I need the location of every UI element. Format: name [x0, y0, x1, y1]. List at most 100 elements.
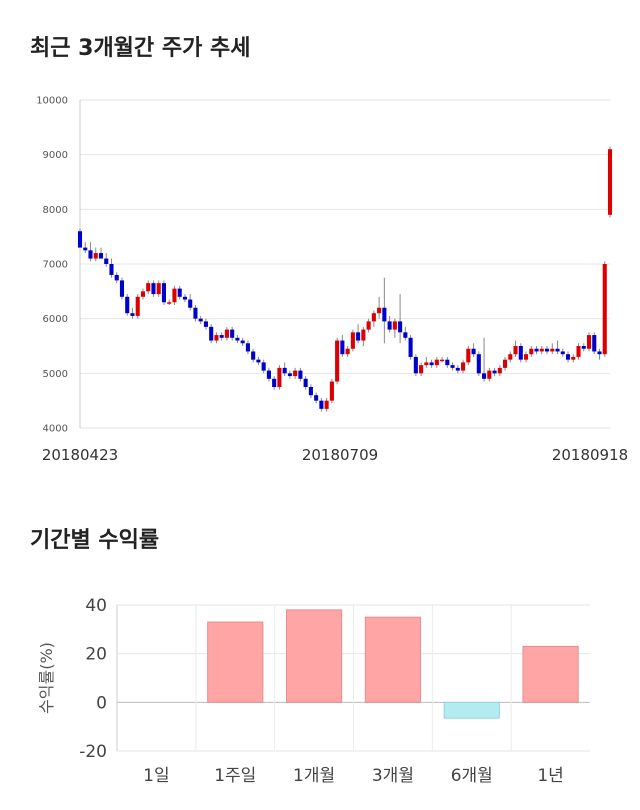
candle-body	[345, 348, 350, 355]
candle-body	[77, 231, 83, 248]
candle-body	[487, 370, 492, 379]
candle-body	[471, 348, 476, 355]
candle-body	[329, 381, 334, 401]
candle-body	[98, 253, 104, 259]
price-chart: 4000 5000 6000 7000 8000 9000 10000 20180423 201…	[36, 96, 628, 465]
return-bar	[207, 621, 264, 703]
candle-body	[219, 335, 224, 338]
candle-body	[230, 329, 235, 338]
candle-body	[529, 348, 534, 355]
candle-body	[88, 250, 93, 259]
candle-body	[156, 283, 161, 295]
candle-body	[287, 373, 292, 377]
y-tick-label: 10000	[36, 96, 68, 107]
candle-body	[429, 362, 434, 366]
candle-body	[146, 283, 151, 292]
return-bar	[364, 616, 422, 703]
candle-body	[261, 362, 266, 371]
candle-body	[172, 288, 177, 303]
candle-body	[177, 288, 182, 297]
candle-body	[293, 370, 298, 377]
candle-body	[198, 318, 203, 322]
return-bar	[522, 645, 579, 703]
candle-body	[586, 335, 592, 349]
candle-body	[518, 346, 523, 360]
candle-body	[266, 370, 271, 379]
candle-body	[508, 354, 513, 360]
candle-body	[534, 348, 539, 352]
candle-body	[151, 283, 156, 295]
x-tick-label: 1주일	[214, 766, 256, 786]
candle-body	[319, 400, 324, 409]
return-bar	[443, 701, 500, 719]
candle-body	[235, 337, 240, 341]
candle-body	[539, 348, 544, 352]
candle-body	[450, 365, 455, 368]
candle-body	[182, 296, 187, 300]
candle-body	[371, 313, 376, 322]
candle-body	[350, 332, 355, 349]
y-tick-label: 4000	[43, 424, 68, 435]
candle-body	[550, 348, 555, 352]
candle-body	[492, 370, 497, 374]
x-tick-label: 1개월	[293, 766, 335, 786]
candle-body	[398, 321, 403, 333]
candle-body	[245, 343, 250, 352]
y-tick-label: 0	[96, 693, 107, 713]
candle-body	[434, 359, 439, 366]
candle-body	[224, 329, 229, 338]
candle-body	[576, 346, 581, 357]
candle-body	[461, 362, 466, 371]
candle-body	[392, 321, 397, 330]
candle-body	[356, 332, 361, 341]
x-tick-label: 20180709	[302, 446, 378, 464]
candle-body	[140, 291, 146, 297]
candle-body	[413, 356, 418, 374]
candle-body	[83, 247, 88, 251]
candle-body	[607, 149, 613, 215]
candle-body	[188, 299, 193, 308]
candle-body	[382, 307, 387, 322]
candle-body	[440, 359, 445, 362]
candle-body	[256, 359, 261, 363]
candle-body	[592, 335, 597, 352]
candle-body	[214, 335, 219, 341]
candle-body	[523, 354, 529, 360]
candle-body	[387, 321, 392, 330]
x-tick-label: 1일	[143, 766, 169, 786]
candle-body	[308, 387, 313, 396]
return-bar	[285, 609, 343, 703]
candle-body	[340, 340, 345, 355]
candle-body	[581, 346, 586, 349]
candle-body	[314, 395, 319, 401]
candle-body	[135, 296, 140, 316]
y-tick-label: 7000	[43, 260, 68, 271]
candle-body	[476, 354, 481, 374]
y-tick-label: -20	[79, 742, 107, 762]
candle-body	[161, 283, 167, 303]
candle-body	[419, 365, 424, 374]
candle-body	[565, 354, 571, 360]
y-tick-label: 6000	[43, 314, 68, 325]
candle-body	[560, 351, 565, 355]
candle-body	[571, 356, 576, 360]
candle-body	[125, 296, 130, 314]
candle-body	[466, 348, 471, 363]
candle-body	[209, 326, 214, 341]
candle-body	[424, 362, 429, 366]
candle-body	[130, 313, 135, 316]
candle-body	[109, 264, 114, 275]
candle-body	[455, 367, 460, 371]
candle-body	[403, 332, 408, 338]
candle-body	[93, 253, 98, 259]
x-tick-label: 20180918	[552, 446, 628, 464]
y-tick-label: 8000	[43, 205, 68, 216]
candle-body	[277, 367, 282, 387]
y-axis-label: 수익률(%)	[37, 642, 56, 714]
x-tick-label: 1년	[537, 766, 563, 786]
price-chart-title: 최근 3개월간 주가 추세	[30, 36, 251, 61]
candle-body	[544, 348, 550, 352]
candle-body	[602, 264, 607, 355]
x-tick-label: 20180423	[42, 446, 118, 464]
